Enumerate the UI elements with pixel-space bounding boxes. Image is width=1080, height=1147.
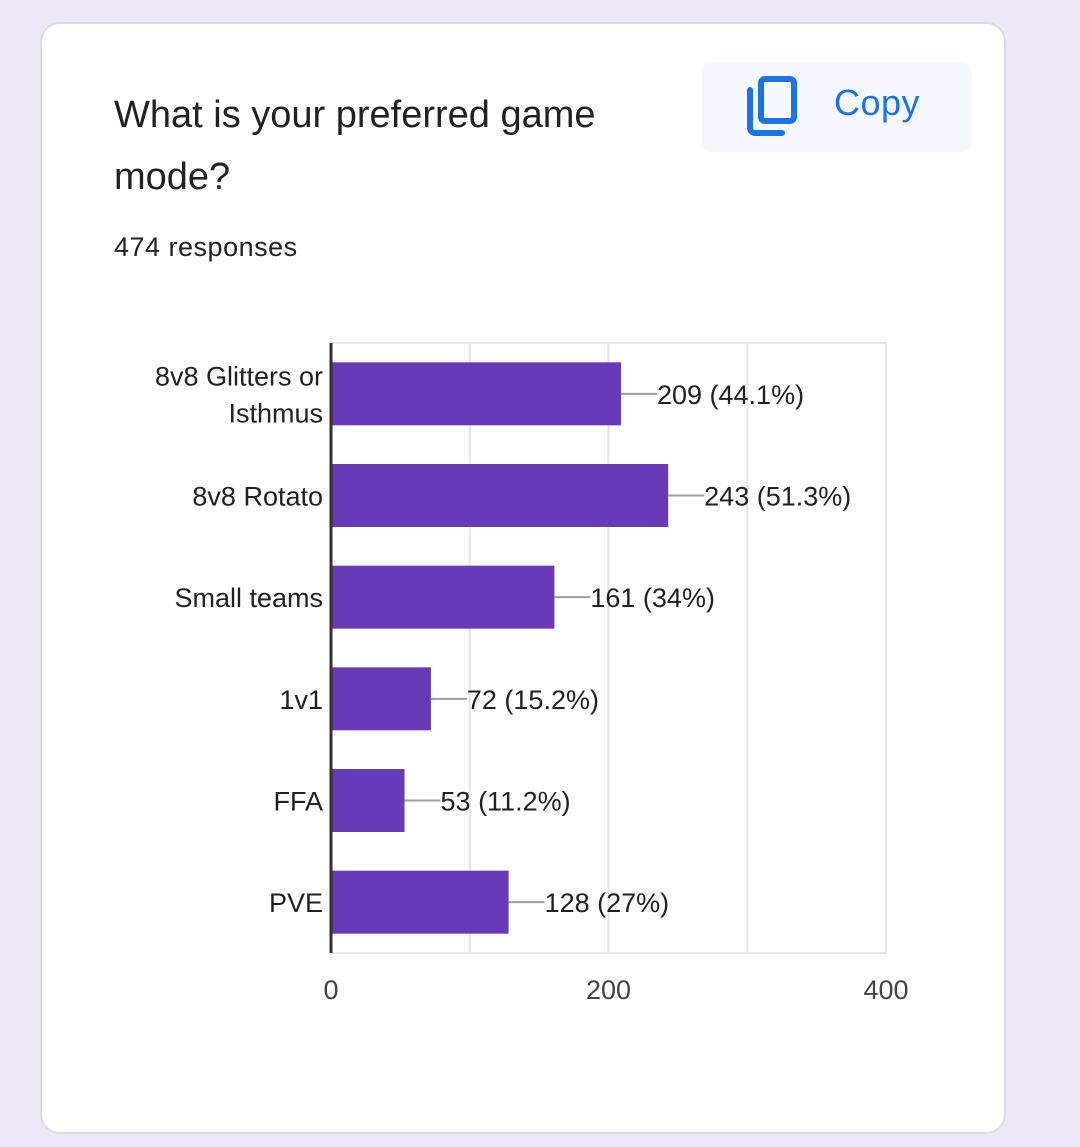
category-label: PVE xyxy=(269,888,323,918)
question-title: What is your preferred game mode? xyxy=(114,94,596,198)
bar xyxy=(331,870,509,934)
copy-label: Copy xyxy=(834,82,921,123)
category-label: Small teams xyxy=(174,583,323,613)
data-label: 72 (15.2%) xyxy=(467,685,599,715)
x-tick-label: 200 xyxy=(586,975,631,1005)
question-card: What is your preferred game mode? 474 re… xyxy=(40,22,1006,1134)
bar xyxy=(331,362,621,426)
copy-icon xyxy=(747,76,797,136)
bar xyxy=(331,464,669,527)
bar xyxy=(331,565,555,629)
x-tick-label: 400 xyxy=(863,975,908,1005)
data-label: 209 (44.1%) xyxy=(657,380,804,410)
category-label: 1v1 xyxy=(279,685,323,715)
bar xyxy=(331,769,405,832)
copy-button[interactable]: Copy xyxy=(702,62,972,152)
data-label: 128 (27%) xyxy=(545,888,670,918)
category-label: 8v8 Glitters or xyxy=(155,361,323,391)
category-label: FFA xyxy=(273,787,323,817)
data-label: 243 (51.3%) xyxy=(704,482,851,512)
data-label: 53 (11.2%) xyxy=(441,787,571,817)
data-label: 161 (34%) xyxy=(590,583,715,613)
response-count: 474 responses xyxy=(114,232,298,262)
category-label: Isthmus xyxy=(228,398,323,428)
category-label: 8v8 Rotato xyxy=(192,482,323,512)
bar xyxy=(331,667,431,731)
x-tick-label: 0 xyxy=(323,975,338,1005)
